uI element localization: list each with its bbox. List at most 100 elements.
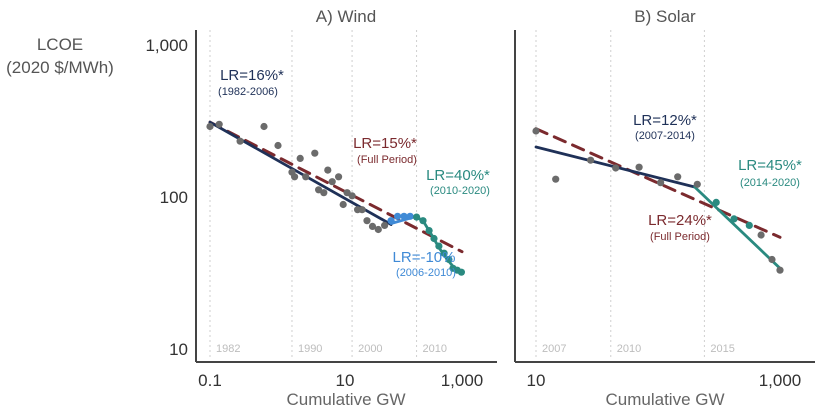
solar-year-label: 2007: [542, 343, 566, 355]
wind-data-point: [311, 149, 319, 157]
solar-data-point: [657, 179, 665, 187]
wind-annotation-early: LR=16%* (1982-2006): [218, 67, 284, 98]
wind-x-tick-label: 1,000: [441, 371, 484, 390]
wind-data-points: [206, 120, 465, 276]
wind-annotation-recent: LR=40%* (2010-2020): [426, 167, 490, 197]
wind-data-point: [358, 206, 366, 214]
wind-lr-full-label: LR=15%*: [353, 135, 417, 152]
solar-x-axis-label: Cumulative GW: [605, 390, 724, 409]
wind-annotation-dip: LR=-10% (2006-2010): [393, 249, 456, 279]
solar-data-point: [635, 163, 643, 171]
solar-annotation-early: LR=12%* (2007-2014): [633, 112, 697, 142]
solar-lr-full-period: (Full Period): [650, 231, 710, 243]
wind-x-tick-label: 10: [336, 371, 355, 390]
wind-lr-recent-label: LR=40%*: [426, 167, 490, 184]
wind-data-point: [440, 249, 448, 257]
solar-panel-title: B) Solar: [634, 7, 696, 26]
solar-data-point: [532, 127, 540, 135]
wind-data-point: [368, 222, 377, 230]
solar-lr-recent-label: LR=45%*: [738, 157, 802, 174]
wind-data-point: [419, 217, 427, 225]
solar-year-label: 2010: [617, 343, 641, 355]
wind-fit-line-full-period: [208, 120, 464, 254]
solar-data-points: [532, 127, 784, 274]
wind-lr-early-label: LR=16%*: [220, 67, 284, 84]
wind-data-point: [328, 178, 336, 186]
solar-panel: B) Solar 2007 2010 2015 10 1,000 Cumulativ…: [514, 7, 815, 409]
solar-fit-lines: [534, 127, 782, 270]
solar-data-point: [745, 221, 753, 229]
wind-lr-dip-label: LR=-10%: [393, 249, 456, 266]
solar-year-label: 2015: [710, 343, 734, 355]
solar-data-point: [757, 231, 765, 239]
wind-data-point: [400, 212, 408, 220]
wind-data-point: [394, 212, 402, 220]
wind-data-point: [425, 227, 433, 235]
solar-data-point: [552, 175, 560, 183]
wind-data-point: [387, 217, 395, 225]
y-axis-label-line1: LCOE: [37, 35, 83, 54]
solar-x-tick-label: 1,000: [759, 371, 802, 390]
wind-x-axis-label: Cumulative GW: [286, 390, 405, 409]
wind-data-point: [302, 173, 310, 181]
wind-data-point: [206, 122, 214, 131]
solar-year-markers: 2007 2010 2015: [535, 30, 735, 360]
y-axis-label-line2: (2020 $/MWh): [6, 58, 114, 77]
wind-year-label: 1982: [216, 343, 240, 355]
wind-data-point: [381, 221, 389, 229]
solar-data-point: [587, 156, 595, 164]
wind-data-point: [348, 192, 356, 200]
wind-data-point: [320, 189, 328, 197]
wind-data-point: [374, 225, 382, 234]
solar-lr-full-label: LR=24%*: [648, 212, 712, 229]
wind-data-point: [445, 255, 453, 264]
solar-data-point: [712, 198, 720, 206]
wind-data-point: [339, 200, 347, 209]
wind-data-point: [324, 166, 332, 174]
solar-fit-line-2014-2020: [693, 185, 782, 270]
solar-data-point: [730, 215, 738, 223]
solar-lr-early-label: LR=12%*: [633, 112, 697, 129]
solar-data-point: [693, 180, 701, 188]
wind-panel: A) Wind 1982 1990 2000 2010 0.1 10 1,000 Cu…: [195, 7, 497, 409]
wind-lr-recent-period: (2010-2020): [430, 185, 490, 197]
wind-lr-dip-period: (2006-2010): [396, 267, 456, 279]
solar-x-tick-label: 10: [527, 371, 546, 390]
solar-lr-early-period: (2007-2014): [635, 130, 695, 142]
wind-data-point: [413, 213, 421, 221]
y-tick-label: 10: [169, 340, 188, 359]
solar-lr-recent-period: (2014-2020): [740, 177, 800, 189]
wind-annotation-full: LR=15%* (Full Period): [353, 135, 417, 166]
wind-data-point: [363, 217, 371, 225]
y-tick-label: 1,000: [145, 36, 188, 55]
wind-data-point: [430, 234, 438, 243]
wind-data-point: [435, 242, 443, 250]
solar-data-point: [612, 164, 620, 172]
y-tick-label: 100: [160, 188, 188, 207]
wind-data-point: [335, 173, 343, 181]
solar-data-point: [776, 266, 784, 274]
solar-annotation-recent: LR=45%* (2014-2020): [738, 157, 802, 189]
wind-data-point: [215, 120, 223, 128]
solar-annotation-full: LR=24%* (Full Period): [648, 212, 712, 243]
wind-year-label: 1990: [298, 343, 322, 355]
wind-data-point: [291, 173, 299, 181]
wind-data-point: [406, 212, 414, 220]
wind-lr-full-period: (Full Period): [357, 154, 417, 166]
wind-data-point: [260, 122, 268, 131]
solar-fit-line-full-period: [534, 127, 782, 239]
wind-data-point: [236, 137, 244, 145]
wind-year-label: 2000: [358, 343, 382, 355]
wind-lr-early-period: (1982-2006): [218, 86, 278, 98]
wind-x-tick-label: 0.1: [198, 371, 222, 390]
solar-data-point: [768, 255, 776, 264]
wind-data-point: [457, 268, 465, 276]
solar-data-point: [674, 173, 682, 181]
wind-panel-title: A) Wind: [316, 7, 376, 26]
wind-year-markers: 1982 1990 2000 2010: [209, 30, 447, 360]
wind-data-point: [296, 154, 304, 162]
wind-year-label: 2010: [423, 343, 447, 355]
wind-data-point: [274, 141, 282, 150]
